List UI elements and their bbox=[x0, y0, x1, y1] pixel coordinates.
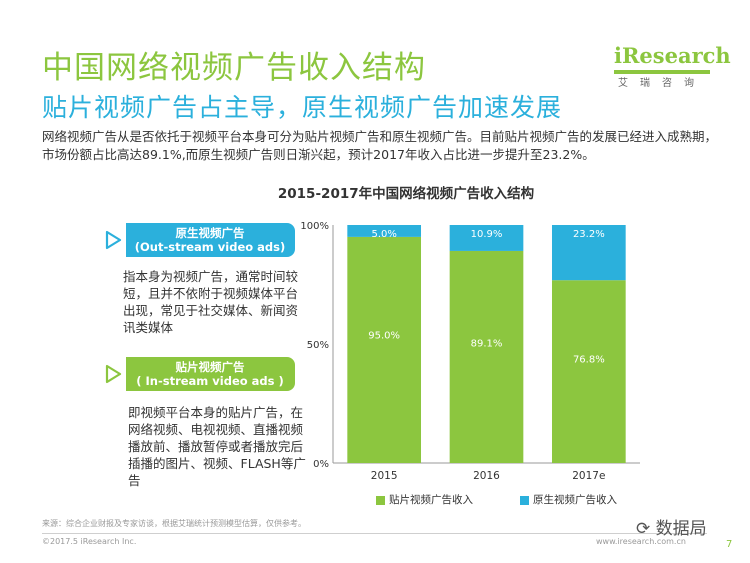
iresearch-logo: iResearch 艾瑞咨询 bbox=[614, 43, 731, 89]
x-tick-label-2016: 2016 bbox=[473, 470, 500, 482]
bar-label-instream-2016: 89.1% bbox=[471, 338, 503, 349]
bar-native-2015 bbox=[347, 225, 422, 237]
play-icon bbox=[100, 223, 128, 257]
instream-ad-label: 贴片视频广告 bbox=[175, 360, 245, 374]
y-tick-label-100: 100% bbox=[300, 221, 329, 232]
logo-text: iResearch bbox=[614, 43, 731, 68]
x-tick-label-2015: 2015 bbox=[371, 470, 398, 482]
copyright: ©2017.5 iResearch Inc. bbox=[42, 537, 137, 546]
native-ad-label: 原生视频广告 bbox=[175, 226, 245, 240]
intro-paragraph: 网络视频广告从是否依托于视频平台本身可分为贴片视频广告和原生视频广告。目前贴片视… bbox=[42, 129, 718, 162]
legend-item-instream: 贴片视频广告收入 bbox=[376, 492, 473, 507]
y-tick-label-0: 0% bbox=[313, 459, 329, 470]
bar-instream-2017e bbox=[551, 280, 626, 463]
legend-label-native: 原生视频广告收入 bbox=[533, 494, 617, 506]
chart-title: 2015-2017年中国网络视频广告收入结构 bbox=[277, 186, 535, 202]
bar-label-native-2016: 10.9% bbox=[471, 229, 503, 240]
bar-native-2016 bbox=[449, 225, 524, 251]
bar-instream-2015 bbox=[347, 236, 422, 463]
instream-ad-sublabel: ( In-stream video ads ) bbox=[136, 374, 284, 388]
bar-label-native-2017e: 23.2% bbox=[573, 229, 605, 240]
instream-ad-description: 即视频平台本身的贴片广告，在网络视频、电视视频、直播视频播放前、播放暂停或者播放… bbox=[128, 405, 306, 488]
bar-instream-2016 bbox=[449, 250, 524, 463]
legend-item-native: 原生视频广告收入 bbox=[520, 492, 617, 507]
footer-divider bbox=[42, 533, 707, 534]
native-ad-banner: 原生视频广告 (Out-stream video ads) bbox=[100, 223, 295, 257]
bar-native-2017e bbox=[551, 225, 626, 281]
bar-label-native-2015: 5.0% bbox=[371, 229, 396, 240]
legend-label-instream: 贴片视频广告收入 bbox=[389, 494, 473, 506]
watermark-text: 数据局 bbox=[655, 519, 707, 539]
native-ad-description: 指本身为视频广告，通常时间较短，且并不依附于视频媒体平台出现，常见于社交媒体、新… bbox=[123, 269, 299, 335]
page-title: 中国网络视频广告收入结构 bbox=[42, 50, 426, 86]
source-note: 来源：综合企业财报及专家访谈，根据艾瑞统计预测模型估算，仅供参考。 bbox=[42, 519, 306, 528]
bar-label-instream-2015: 95.0% bbox=[368, 331, 400, 342]
native-ad-sublabel: (Out-stream video ads) bbox=[134, 240, 286, 254]
page-subtitle: 贴片视频广告占主导，原生视频广告加速发展 bbox=[42, 93, 563, 122]
y-tick-label-50: 50% bbox=[307, 340, 329, 351]
website-link[interactable]: www.iresearch.com.cn bbox=[596, 537, 686, 546]
legend-swatch-green bbox=[376, 495, 385, 505]
logo-cn-text: 艾瑞咨询 bbox=[618, 78, 706, 89]
logo-underline bbox=[614, 70, 710, 74]
page-number: 7 bbox=[726, 539, 733, 550]
play-icon bbox=[100, 357, 128, 391]
x-tick-label-2017e: 2017e bbox=[572, 470, 605, 482]
watermark: ⟳ 数据局 bbox=[636, 519, 707, 539]
bar-label-instream-2017e: 76.8% bbox=[573, 354, 605, 365]
instream-ad-banner: 贴片视频广告 ( In-stream video ads ) bbox=[100, 357, 295, 391]
legend-swatch-blue bbox=[520, 495, 529, 505]
